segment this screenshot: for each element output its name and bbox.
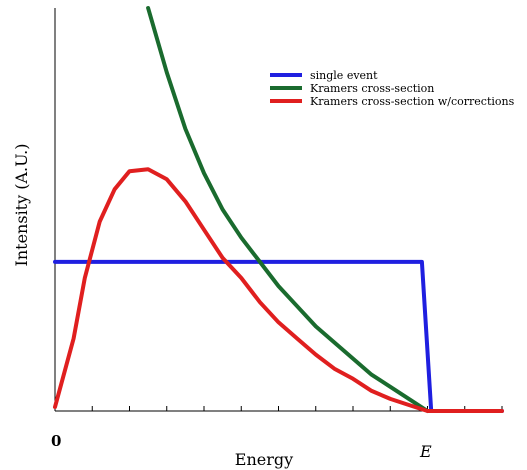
legend-label-1: single event: [310, 69, 378, 82]
x-axis-label: Energy: [235, 450, 293, 469]
series-line-3: [53, 167, 504, 413]
series-line-2: [146, 6, 430, 413]
y-axis-label: Intensity (A.U.): [12, 144, 31, 267]
legend-label-2: Kramers cross-section: [310, 82, 434, 95]
x-tick-label-end: E: [419, 442, 432, 461]
series-layer: [53, 6, 504, 413]
axes: [54, 8, 503, 412]
legend-label-3: Kramers cross-section w/corrections: [310, 95, 515, 108]
x-tick-label-origin: 0: [51, 432, 61, 450]
